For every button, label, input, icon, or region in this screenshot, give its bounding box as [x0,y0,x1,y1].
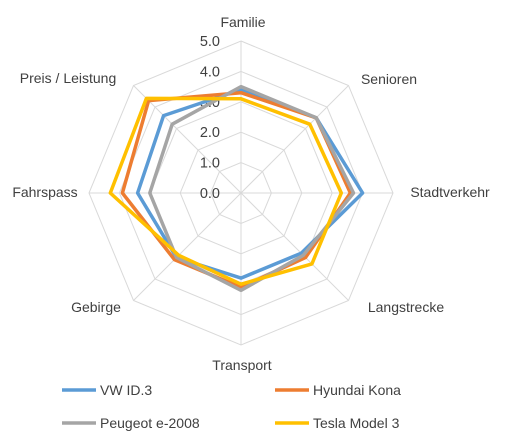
grid-spoke [240,192,349,301]
series-line-1 [135,87,365,280]
grid-spoke [240,85,349,194]
axis-labels: Familie Senioren Stadtverkehr Langstrecke Tr… [12,14,490,373]
series-line-3 [148,84,356,293]
legend-label: Hyundai Kona [313,382,401,398]
axis-label: Familie [220,14,265,30]
legend-label: VW ID.3 [100,382,152,398]
axis-label: Gebirge [71,299,121,315]
grid-spoke [133,192,242,301]
axis-label: Transport [212,357,272,373]
axis-label: Langstrecke [368,299,444,315]
series-line-4 [108,96,344,286]
tick-label: 2.0 [200,125,220,141]
series-lines [108,84,365,293]
tick-label: 0.0 [200,186,220,202]
legend: VW ID.3 Hyundai Kona Peugeot e-2008 Tesla M… [62,382,401,431]
legend-label: Peugeot e-2008 [100,415,200,431]
tick-label: 5.0 [200,34,220,50]
legend-label: Tesla Model 3 [313,415,400,431]
tick-label: 4.0 [200,64,220,80]
axis-label: Senioren [361,71,417,87]
axis-label: Fahrspass [12,184,77,200]
radar-grid [88,40,394,346]
tick-label: 1.0 [200,156,220,172]
axis-label: Preis / Leistung [20,70,117,86]
grid-spoke [133,85,242,194]
axis-label: Stadtverkehr [410,184,490,200]
